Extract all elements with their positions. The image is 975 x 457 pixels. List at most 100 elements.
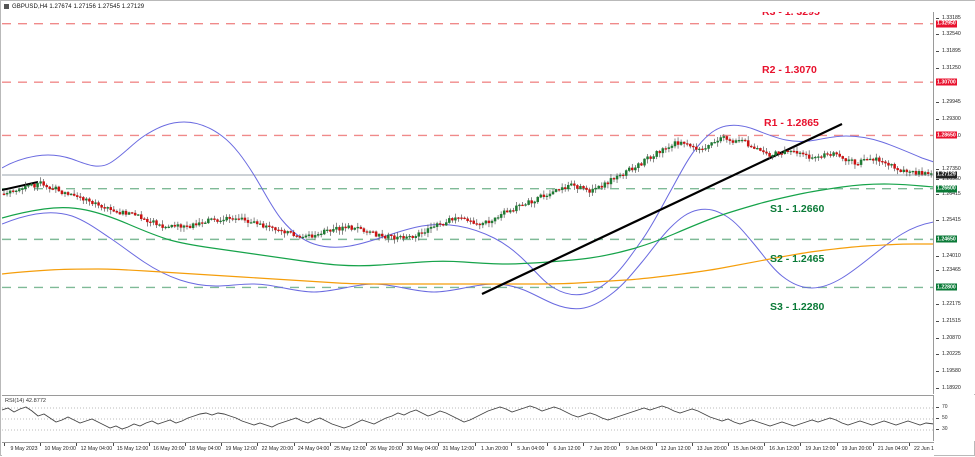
candle-body <box>597 185 600 189</box>
candle-body <box>307 234 311 237</box>
price-tag-support: 1.24650 <box>936 235 957 243</box>
time-tick-label: 16 May 20:00 <box>153 446 185 452</box>
price-tick-label: 1.25415 <box>942 216 961 223</box>
candle-body <box>411 235 414 238</box>
time-tick-mark <box>691 443 693 446</box>
price-tag-resistance: 1.30700 <box>936 78 957 86</box>
candle-body <box>582 186 585 189</box>
candle-body <box>243 217 247 221</box>
price-tick-label: 1.26960 <box>942 176 961 183</box>
candle-body <box>899 169 902 173</box>
candle-body <box>262 223 265 228</box>
candle-body <box>228 216 231 219</box>
candle-body <box>143 218 146 220</box>
time-tick-mark <box>655 443 657 446</box>
moving-average-slow-line <box>2 243 933 285</box>
price-tick-mark <box>936 354 939 356</box>
candle-body <box>420 232 424 234</box>
candle-body <box>292 232 295 237</box>
candle-body <box>167 226 170 228</box>
candle-body <box>573 183 576 186</box>
candle-body <box>72 193 76 196</box>
candlestick-series <box>2 134 933 244</box>
candle-body <box>628 167 631 171</box>
candle-body <box>490 220 494 224</box>
candle-body <box>118 212 122 215</box>
candle-body <box>649 156 652 159</box>
candle-body <box>502 210 506 215</box>
candle-body <box>637 163 640 168</box>
candle-body <box>591 188 594 193</box>
candle-body <box>79 196 82 198</box>
candle-body <box>11 190 15 192</box>
candle-body <box>390 234 393 237</box>
time-tick-mark <box>764 443 766 446</box>
candle-body <box>85 198 88 201</box>
candle-body <box>387 234 390 239</box>
time-tick-label: 16 Jun 12:00 <box>769 446 800 452</box>
rsi-tick-mark <box>936 407 939 408</box>
candle-body <box>197 222 201 226</box>
candle-body <box>777 151 780 154</box>
price-tick-mark <box>936 118 939 120</box>
candle-body <box>835 152 838 155</box>
candle-body <box>679 141 683 145</box>
candle-body <box>475 223 478 225</box>
candle-body <box>771 154 774 157</box>
candle-body <box>240 217 244 220</box>
time-tick-label: 24 May 04:00 <box>297 446 330 452</box>
candle-body <box>432 226 436 228</box>
price-tick-mark <box>936 388 939 390</box>
candle-body <box>893 163 896 169</box>
candle-body <box>478 223 482 226</box>
candle-body <box>509 210 512 213</box>
candle-body <box>82 197 85 201</box>
candle-body <box>624 170 628 176</box>
candle-body <box>161 224 164 228</box>
candle-body <box>612 178 616 180</box>
time-tick-mark <box>76 443 78 446</box>
candle-body <box>881 161 884 163</box>
price-axis[interactable]: 1.33185 1.32540 1.31895 1.31250 1.29945 1.293… <box>935 12 975 394</box>
candle-body <box>640 163 643 166</box>
candle-body <box>518 204 521 207</box>
candle-body <box>249 222 253 224</box>
candle-body <box>484 220 488 224</box>
time-axis[interactable]: 9 May 2023 10 May 20:00 12 May 04:00 15 May… <box>2 442 934 457</box>
price-chart-pane[interactable]: R3 - 1. 3295 R2 - 1.3070 R1 - 1.2865 S1 - 1… <box>2 12 934 394</box>
candle-body <box>136 214 140 216</box>
candle-body <box>850 159 854 161</box>
candle-body <box>310 234 314 238</box>
candle-body <box>823 153 826 158</box>
candle-body <box>201 222 204 224</box>
price-tick-label: 1.24010 <box>942 253 961 259</box>
candle-body <box>469 220 472 222</box>
candle-body <box>594 187 597 190</box>
price-plot <box>2 22 933 310</box>
price-tick-mark <box>936 256 939 257</box>
rsi-pane[interactable]: RSI(14) 42.8772 <box>2 395 934 441</box>
candle-body <box>185 225 189 227</box>
candle-body <box>917 171 921 175</box>
candle-body <box>451 218 454 221</box>
candle-body <box>499 214 503 218</box>
price-tick-mark <box>936 67 939 69</box>
moving-average-fast-line <box>2 183 933 267</box>
candle-body <box>323 229 326 235</box>
candle-body <box>634 167 637 171</box>
time-tick-mark <box>547 443 548 446</box>
price-tag-current: 1.27129 <box>936 171 957 179</box>
time-tick-label: 18 May 04:00 <box>189 446 221 452</box>
candle-body <box>929 173 933 175</box>
time-tick-mark <box>148 443 150 446</box>
price-tick-label: 1.18920 <box>942 385 961 392</box>
trendline-left-stub <box>2 181 39 191</box>
candle-body <box>750 145 753 148</box>
candle-body <box>844 158 848 162</box>
candle-body <box>588 189 591 193</box>
candle-body <box>560 187 564 191</box>
candle-body <box>24 185 27 189</box>
time-tick-mark <box>257 443 259 446</box>
candle-body <box>100 205 103 208</box>
candle-body <box>536 196 539 203</box>
